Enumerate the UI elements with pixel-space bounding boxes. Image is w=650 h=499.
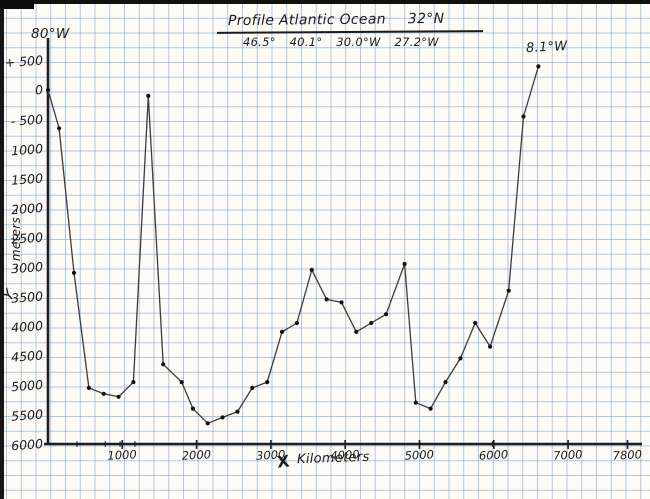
data-point xyxy=(250,385,255,390)
longitude-mark: 30.0°W xyxy=(336,35,381,49)
data-point xyxy=(235,409,240,414)
data-point xyxy=(179,380,184,385)
data-point xyxy=(339,300,344,305)
x-tick-label: 2000 xyxy=(181,447,211,463)
data-point xyxy=(384,312,389,317)
data-point xyxy=(413,400,418,405)
data-point xyxy=(220,415,225,420)
end-longitude-label: 8.1°W xyxy=(525,38,568,57)
chart-header: Profile Atlantic Ocean 32°N xyxy=(228,11,445,29)
scan-top-edge xyxy=(0,0,650,4)
data-point xyxy=(131,380,136,385)
y-tick-label: 4500 xyxy=(11,348,44,365)
y-tick-label: 3000 xyxy=(11,259,44,276)
x-tick-label: 3000 xyxy=(256,447,286,463)
longitude-marks-row: 46.5° 40.1° 30.0°W 27.2°W xyxy=(243,35,439,49)
data-point xyxy=(402,261,407,267)
data-point xyxy=(57,126,62,131)
data-point xyxy=(190,406,195,411)
x-tick-label: 7800 xyxy=(612,447,642,463)
y-tick-label: 3500 xyxy=(11,289,44,306)
y-tick-label: 2000 xyxy=(11,200,44,217)
y-tick-label: - 500 xyxy=(10,112,43,129)
x-tick-label: 1000 xyxy=(107,447,137,463)
data-point xyxy=(458,356,463,361)
longitude-mark: 46.5° xyxy=(243,35,276,49)
x-axis-letter: X xyxy=(276,451,291,472)
scan-corner-mark xyxy=(0,0,34,9)
chart-latitude: 32°N xyxy=(407,10,445,28)
x-tick-label: 4000 xyxy=(330,447,360,463)
data-point xyxy=(473,320,478,326)
y-tick-label: 2500 xyxy=(11,230,44,247)
data-point xyxy=(116,394,121,399)
data-point xyxy=(86,385,91,390)
y-tick-label: 1000 xyxy=(11,141,44,158)
y-axis-units-label: - meters - xyxy=(9,208,23,270)
y-tick-label: 0 xyxy=(35,82,44,98)
x-tick-label: 5000 xyxy=(404,447,434,463)
data-point xyxy=(536,64,541,69)
data-point xyxy=(369,320,374,326)
data-point xyxy=(205,421,210,426)
x-tick-label: 7000 xyxy=(553,447,583,463)
data-point xyxy=(354,329,359,334)
scan-left-edge xyxy=(0,0,4,499)
longitude-mark: 27.2°W xyxy=(394,35,439,49)
y-tick-label: 5500 xyxy=(11,407,44,424)
y-tick-label: 6000 xyxy=(11,436,44,453)
profile-line xyxy=(47,65,540,424)
data-point xyxy=(161,362,166,367)
data-point xyxy=(71,270,77,275)
x-axis-units-label: Kilometers xyxy=(296,449,370,468)
data-point xyxy=(428,406,433,411)
data-point xyxy=(146,93,151,98)
data-point xyxy=(265,380,270,385)
y-tick-label: + 500 xyxy=(4,53,43,71)
x-tick-label: 6000 xyxy=(479,447,509,463)
data-point xyxy=(521,114,526,119)
data-point xyxy=(443,380,448,385)
y-tick-label: 1500 xyxy=(11,171,44,188)
data-point xyxy=(488,344,493,349)
longitude-mark: 40.1° xyxy=(289,35,323,49)
y-tick-label: 4000 xyxy=(11,318,44,335)
data-point xyxy=(101,391,106,396)
data-point xyxy=(309,267,314,272)
chart-title: Profile Atlantic Ocean xyxy=(227,11,386,30)
start-longitude-label: 80°W xyxy=(31,26,70,42)
y-tick-label: 5000 xyxy=(11,377,44,394)
data-point xyxy=(294,320,299,326)
data-point xyxy=(279,329,285,334)
data-point xyxy=(45,87,51,93)
data-point xyxy=(324,297,329,302)
data-point xyxy=(506,288,511,293)
